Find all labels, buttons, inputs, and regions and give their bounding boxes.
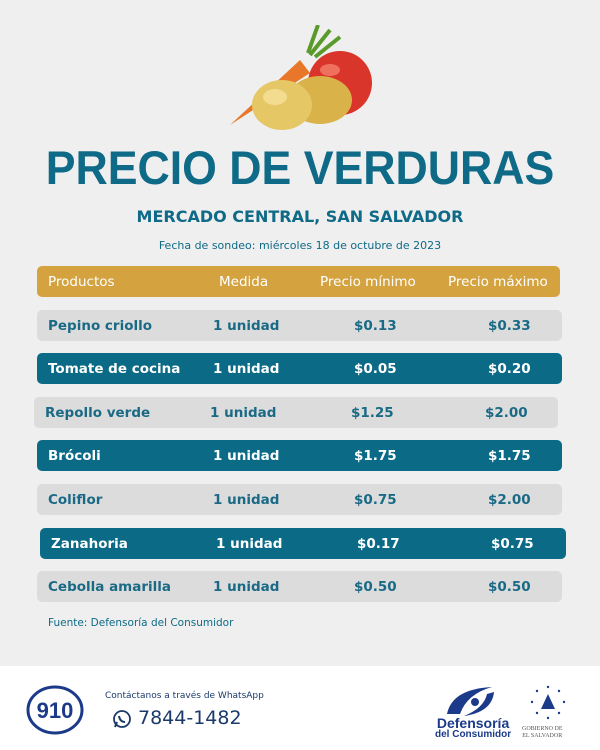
cell-product: Repollo verde <box>45 404 151 421</box>
hotline-910-logo: 910 <box>26 685 84 735</box>
table-row: Tomate de cocina 1 unidad $0.05 $0.20 <box>37 353 562 384</box>
cell-product: Pepino criollo <box>48 317 153 334</box>
cell-max-price: $0.33 <box>488 317 531 334</box>
gobierno-logo-text: GOBIERNO DE EL SALVADOR <box>522 726 563 739</box>
cell-max-price: $2.00 <box>488 491 531 508</box>
footer <box>0 666 600 750</box>
defensoria-logo-text: Defensoría del Consumidor <box>435 715 512 740</box>
cell-max-price: $0.75 <box>491 535 534 552</box>
cell-measure: 1 unidad <box>213 491 280 508</box>
subtitle: MERCADO CENTRAL, SAN SALVADOR <box>136 207 464 226</box>
gobierno-seal-icon <box>530 685 566 720</box>
source-note: Fuente: Defensoría del Consumidor <box>48 617 234 629</box>
cell-product: Brócoli <box>48 447 101 464</box>
whatsapp-number[interactable]: 7844-1482 <box>138 707 242 729</box>
table-header: Productos Medida Precio mínimo Precio má… <box>37 266 560 297</box>
cell-measure: 1 unidad <box>213 360 280 377</box>
cell-min-price: $0.13 <box>354 317 397 334</box>
cell-measure: 1 unidad <box>213 317 280 334</box>
table-row: Coliflor 1 unidad $0.75 $2.00 <box>37 484 562 515</box>
survey-date: Fecha de sondeo: miércoles 18 de octubre… <box>158 239 442 252</box>
table-row: Cebolla amarilla 1 unidad $0.50 $0.50 <box>37 571 562 602</box>
cell-product: Zanahoria <box>51 535 128 552</box>
whatsapp-icon <box>113 710 131 728</box>
cell-min-price: $0.05 <box>354 360 397 377</box>
cell-measure: 1 unidad <box>213 447 280 464</box>
page-title: PRECIO DE VERDURAS <box>45 141 555 194</box>
header-min-price: Precio mínimo <box>320 273 416 290</box>
defensoria-logo-icon <box>447 687 494 716</box>
cell-product: Cebolla amarilla <box>48 578 172 595</box>
cell-min-price: $1.25 <box>351 404 394 421</box>
cell-max-price: $0.50 <box>488 578 531 595</box>
cell-min-price: $0.17 <box>357 535 400 552</box>
header-max-price: Precio máximo <box>448 273 548 290</box>
table-row: Zanahoria 1 unidad $0.17 $0.75 <box>40 528 566 559</box>
svg-text:910: 910 <box>37 698 74 723</box>
cell-product: Coliflor <box>48 491 103 508</box>
cell-product: Tomate de cocina <box>48 360 181 377</box>
cell-max-price: $1.75 <box>488 447 531 464</box>
table-row: Pepino criollo 1 unidad $0.13 $0.33 <box>37 310 562 341</box>
cell-measure: 1 unidad <box>216 535 283 552</box>
cell-measure: 1 unidad <box>210 404 277 421</box>
vegetables-illustration <box>230 25 372 130</box>
cell-measure: 1 unidad <box>213 578 280 595</box>
table-row: Brócoli 1 unidad $1.75 $1.75 <box>37 440 562 471</box>
header-measure: Medida <box>219 273 269 290</box>
cell-min-price: $0.75 <box>354 491 397 508</box>
cell-min-price: $0.50 <box>354 578 397 595</box>
header-products: Productos <box>48 273 115 290</box>
cell-min-price: $1.75 <box>354 447 397 464</box>
cell-max-price: $0.20 <box>488 360 531 377</box>
table-row: Repollo verde 1 unidad $1.25 $2.00 <box>34 397 558 428</box>
cell-max-price: $2.00 <box>485 404 528 421</box>
whatsapp-label: Contáctanos a través de WhatsApp <box>105 691 264 701</box>
